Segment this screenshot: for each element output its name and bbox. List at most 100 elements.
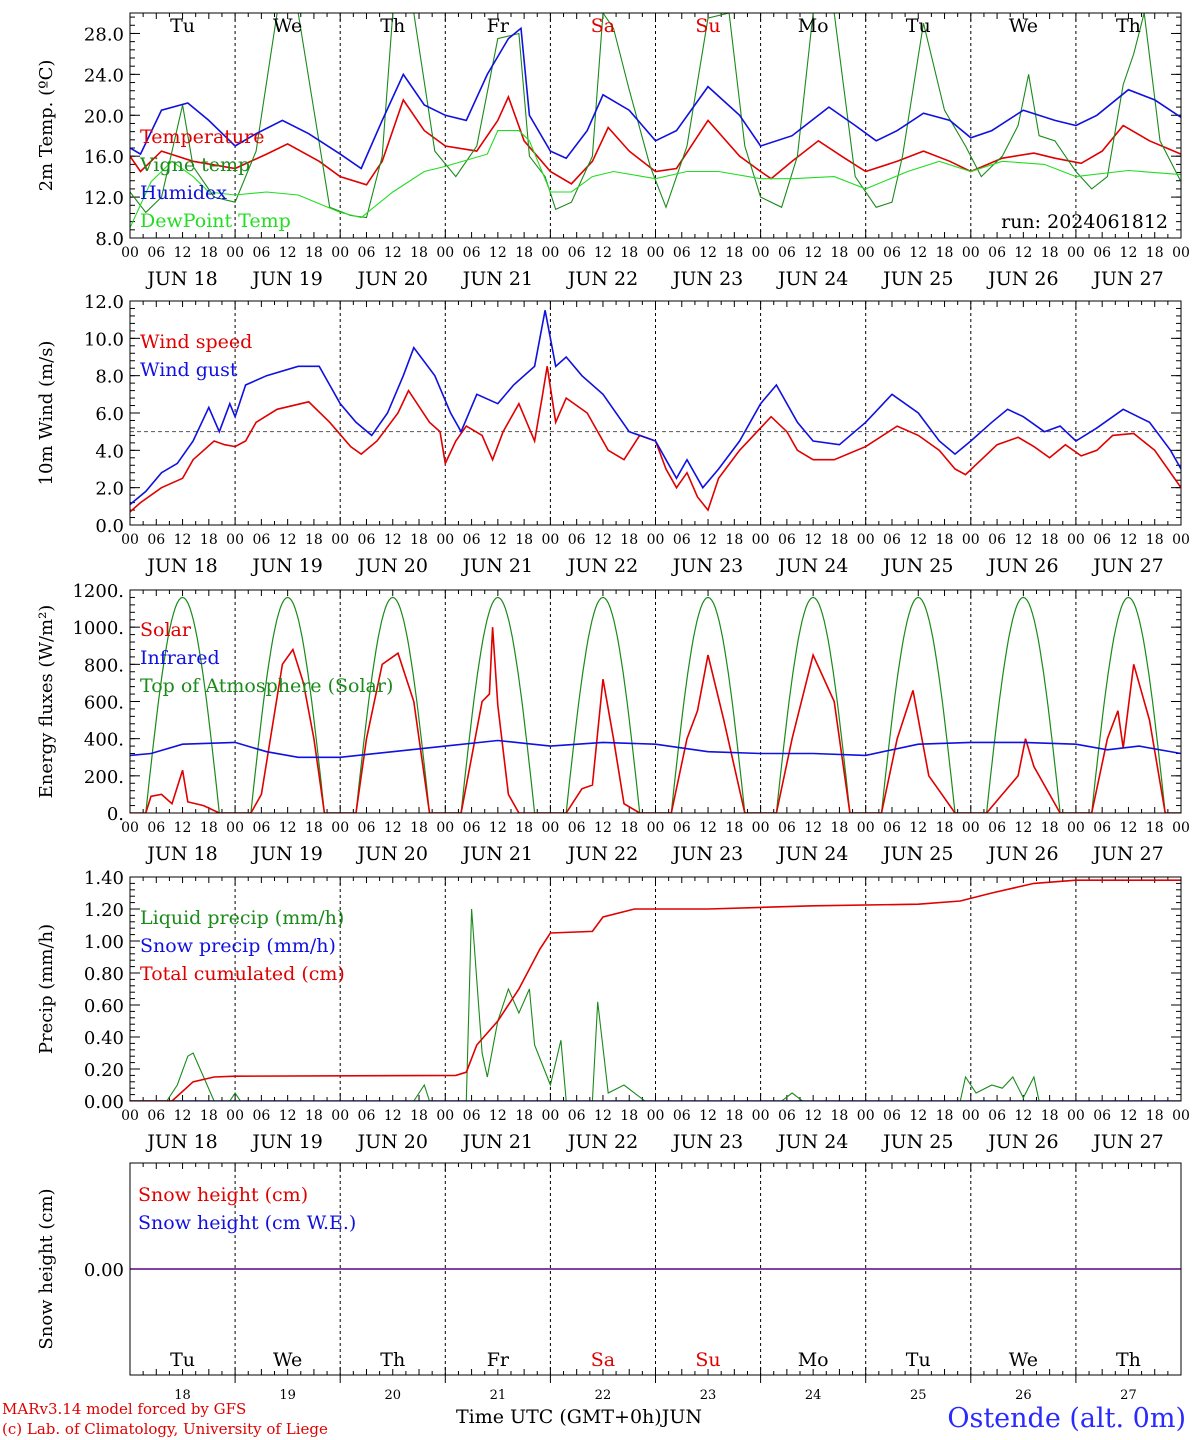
weekday-label: Tu (170, 1349, 195, 1371)
day-label: JUN 24 (776, 555, 848, 577)
weekday-label: Th (1116, 1349, 1141, 1371)
hour-tick-label: 12 (174, 1108, 192, 1124)
y-tick-label: 200. (84, 767, 124, 788)
weekday-label: Tu (170, 15, 195, 37)
hour-tick-label: 12 (1014, 532, 1032, 548)
hour-tick-label: 00 (1067, 1108, 1085, 1124)
hour-tick-label: 12 (1120, 532, 1138, 548)
hour-tick-label: 18 (936, 245, 954, 261)
hour-tick-label: 18 (305, 245, 323, 261)
hour-tick-label: 12 (384, 245, 402, 261)
hour-tick-label: 18 (410, 532, 428, 548)
hour-tick-label: 18 (725, 820, 743, 836)
hour-tick-label: 06 (988, 1108, 1006, 1124)
day-label: JUN 22 (566, 268, 638, 290)
panel-frame (129, 876, 1182, 1102)
hour-tick-label: 06 (463, 245, 481, 261)
y-tick-label: 0.20 (84, 1060, 124, 1081)
hour-tick-label: 18 (1146, 532, 1164, 548)
hour-tick-label: 00 (226, 1108, 244, 1124)
series-solar (130, 627, 1181, 813)
weekday-label: We (1009, 1349, 1038, 1371)
hour-tick-label: 18 (200, 532, 218, 548)
hour-tick-label: 18 (1041, 245, 1059, 261)
hour-tick-label: 12 (1120, 820, 1138, 836)
y-axis-label: Energy fluxes (W/m²) (36, 605, 57, 799)
hour-tick-label: 06 (147, 245, 165, 261)
hour-tick-label: 00 (121, 820, 139, 836)
day-label: JUN 18 (145, 843, 217, 865)
hour-tick-label: 06 (147, 532, 165, 548)
weekday-label: Sa (591, 15, 615, 37)
hour-tick-label: 00 (331, 245, 349, 261)
y-tick-label: 0.0 (95, 516, 124, 537)
hour-tick-label: 06 (1093, 1108, 1111, 1124)
y-axis-label: Precip (mm/h) (36, 924, 57, 1054)
legend-entry: Snow height (cm W.E.) (138, 1212, 356, 1234)
day-number-label: 20 (384, 1388, 401, 1403)
hour-tick-label: 12 (804, 245, 822, 261)
hour-tick-label: 00 (752, 820, 770, 836)
legend-entry: Top of Atmosphere (Solar) (140, 675, 393, 697)
weekday-label: Tu (906, 15, 931, 37)
legend-entry: Humidex (140, 182, 227, 204)
hour-tick-label: 00 (331, 532, 349, 548)
panel-energy: 0. 200. 400. 600. 800. 1000. 1200. Energy fluxe… (36, 581, 1190, 865)
hour-tick-label: 12 (594, 245, 612, 261)
hour-tick-label: 00 (1067, 245, 1085, 261)
hour-tick-label: 18 (515, 532, 533, 548)
hour-tick-label: 06 (568, 1108, 586, 1124)
hour-tick-label: 06 (778, 532, 796, 548)
hour-tick-label: 00 (647, 820, 665, 836)
legend-entry: Wind gust (140, 359, 238, 381)
day-label: JUN 21 (461, 843, 533, 865)
hour-tick-label: 00 (1067, 820, 1085, 836)
day-number-label: 27 (1120, 1388, 1137, 1403)
day-label: JUN 23 (671, 843, 743, 865)
hour-tick-label: 12 (174, 532, 192, 548)
hour-tick-label: 00 (541, 1108, 559, 1124)
hour-tick-label: 12 (699, 532, 717, 548)
hour-tick-label: 06 (778, 245, 796, 261)
hour-tick-label: 12 (1014, 245, 1032, 261)
panel-frame (129, 12, 1182, 239)
hour-tick-label: 06 (147, 820, 165, 836)
hour-tick-label: 00 (857, 1108, 875, 1124)
hour-tick-label: 18 (515, 245, 533, 261)
hour-tick-label: 06 (778, 1108, 796, 1124)
hour-tick-label: 00 (436, 245, 454, 261)
hour-tick-label: 06 (252, 245, 270, 261)
hour-tick-label: 00 (857, 532, 875, 548)
day-label: JUN 19 (250, 843, 322, 865)
hour-tick-label: 12 (489, 532, 507, 548)
y-tick-label: 4.0 (95, 441, 124, 462)
plot-area (130, 596, 1181, 813)
x-axis-month: JUN (661, 1406, 702, 1428)
hour-tick-label: 00 (436, 532, 454, 548)
hour-tick-label: 00 (436, 820, 454, 836)
legend-entry: DewPoint Temp (140, 210, 291, 232)
day-label: JUN 26 (986, 843, 1058, 865)
day-label: JUN 19 (250, 1131, 322, 1153)
y-tick-label: 2.0 (95, 479, 124, 500)
day-label: JUN 21 (461, 555, 533, 577)
day-label: JUN 22 (566, 555, 638, 577)
day-label: JUN 20 (356, 268, 428, 290)
weekday-label: Sa (591, 1349, 615, 1371)
day-label: JUN 23 (671, 1131, 743, 1153)
day-number-label: 24 (805, 1388, 822, 1403)
day-label: JUN 23 (671, 268, 743, 290)
hour-tick-label: 18 (200, 245, 218, 261)
hour-tick-label: 12 (489, 245, 507, 261)
plot-area (130, 879, 1181, 1101)
weekday-label: Th (380, 15, 405, 37)
hour-tick-label: 06 (673, 532, 691, 548)
hour-tick-label: 12 (909, 1108, 927, 1124)
y-tick-label: 0.00 (84, 1092, 124, 1113)
panel-temperature: 8.0 12.0 16.0 20.0 24.0 28.0 2m Temp. (ºC) Temp… (36, 12, 1190, 290)
hour-tick-label: 12 (594, 1108, 612, 1124)
hour-tick-label: 12 (909, 532, 927, 548)
hour-tick-label: 00 (857, 820, 875, 836)
y-tick-label: 1000. (72, 618, 124, 639)
day-label: JUN 18 (145, 268, 217, 290)
